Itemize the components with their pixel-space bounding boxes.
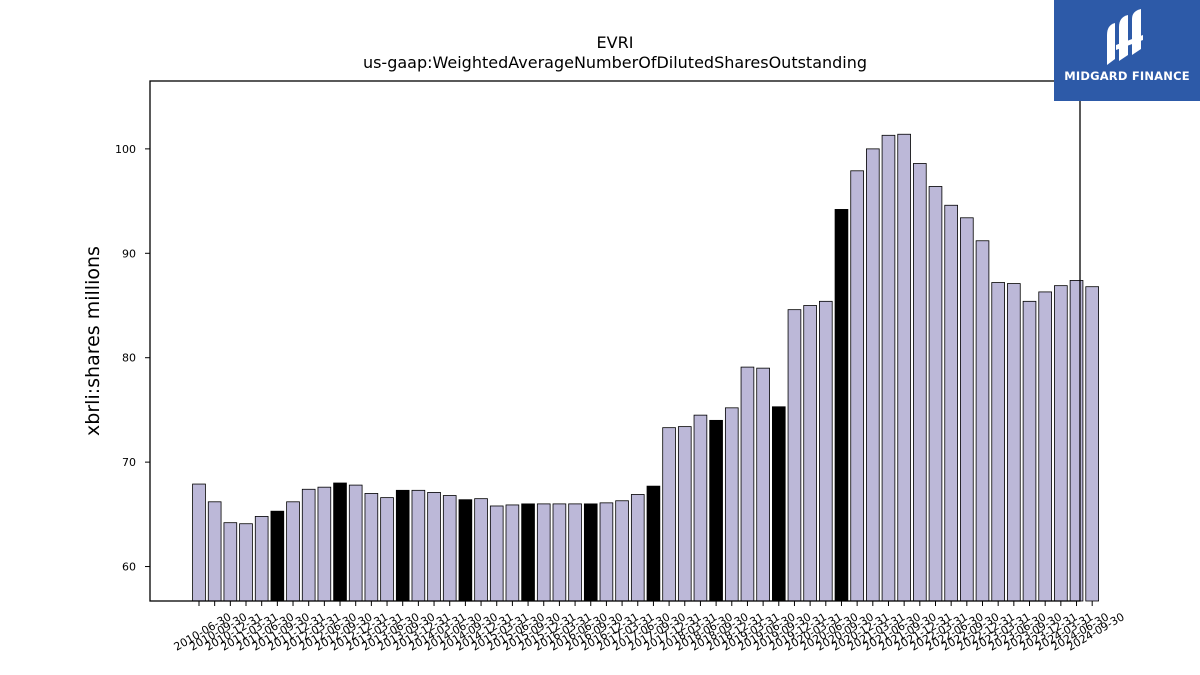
- bar-2016-06-30: [568, 503, 582, 602]
- bar-2016-09-30: [583, 503, 598, 602]
- bar-2017-12-31: [662, 427, 676, 602]
- bar-2012-09-30: [333, 482, 347, 602]
- bar-2020-03-31: [803, 305, 817, 602]
- bar-2022-09-30: [960, 217, 974, 602]
- bar-2023-06-30: [1007, 283, 1021, 602]
- y-axis-label: xbrli:shares millions: [82, 246, 104, 436]
- bar-2019-06-30: [756, 367, 770, 602]
- bar-2016-03-31: [552, 503, 567, 602]
- bar-2024-03-31: [1054, 285, 1068, 602]
- logo-text: MIDGARD FINANCE: [1064, 69, 1190, 83]
- bar-2020-12-31: [850, 170, 864, 602]
- bars-group: [192, 133, 1099, 602]
- bar-2024-09-30: [1085, 286, 1099, 602]
- bar-2011-09-30: [270, 510, 285, 602]
- bar-2021-12-31: [913, 163, 927, 602]
- bar-2011-06-30: [254, 516, 269, 602]
- bar-2017-09-30: [646, 485, 661, 602]
- bar-2022-06-30: [944, 204, 958, 602]
- bar-2015-03-31: [489, 505, 504, 602]
- bar-2012-12-31: [348, 484, 363, 602]
- midgard-finance-logo: MIDGARD FINANCE: [1054, 0, 1200, 101]
- bar-2013-03-31: [364, 493, 379, 602]
- bar-2019-12-31: [787, 309, 802, 602]
- y-axis: 60 70 80 90 100: [115, 143, 150, 574]
- bar-2023-03-31: [991, 282, 1005, 602]
- bar-2017-03-31: [615, 500, 629, 602]
- bar-2020-09-30: [834, 209, 849, 602]
- bar-2021-03-31: [866, 148, 880, 602]
- bar-2019-03-31: [740, 366, 755, 602]
- bar-2013-09-30: [395, 489, 410, 602]
- bar-2011-03-31: [239, 523, 253, 602]
- bar-2015-06-30: [505, 504, 520, 602]
- bar-2014-12-31: [474, 498, 488, 602]
- y-tick-label: 90: [122, 247, 136, 260]
- bar-2014-09-30: [458, 499, 473, 602]
- bar-2018-12-31: [724, 407, 739, 602]
- bar-2010-12-31: [223, 522, 238, 602]
- chart-subtitle: us-gaap:WeightedAverageNumberOfDilutedSh…: [363, 53, 867, 72]
- bar-2016-12-31: [599, 502, 614, 602]
- plot-frame: [149, 80, 1081, 602]
- y-tick-label: 100: [115, 143, 136, 156]
- bar-2019-09-30: [771, 406, 786, 602]
- bar-2010-09-30: [207, 501, 222, 602]
- bar-2024-06-30: [1069, 280, 1084, 602]
- bar-2017-06-30: [630, 494, 645, 602]
- bar-2018-09-30: [709, 419, 723, 602]
- midgard-logo-icon: [1107, 9, 1143, 65]
- bar-2021-09-30: [897, 133, 911, 602]
- bar-2020-06-30: [819, 300, 833, 602]
- bar-2022-12-31: [975, 240, 990, 602]
- y-tick-label: 70: [122, 456, 136, 469]
- bar-2015-12-31: [536, 503, 551, 602]
- bar-2021-06-30: [881, 134, 896, 602]
- bar-2018-06-30: [693, 414, 708, 602]
- bar-2012-06-30: [317, 486, 332, 602]
- x-axis: 2010-06-302010-09-302010-12-312011-03-31…: [172, 601, 1127, 654]
- bar-2018-03-31: [677, 426, 692, 602]
- bar-2014-03-31: [427, 492, 441, 602]
- bar-2013-12-31: [411, 489, 426, 602]
- bar-2022-03-31: [928, 186, 943, 602]
- bar-2010-06-30: [192, 483, 206, 602]
- bar-2012-03-31: [301, 488, 316, 602]
- bar-2023-12-31: [1038, 291, 1052, 602]
- y-tick-label: 60: [122, 561, 136, 574]
- bar-2023-09-30: [1022, 300, 1037, 602]
- bar-2011-12-31: [286, 501, 300, 602]
- y-tick-label: 80: [122, 352, 136, 365]
- bar-2015-09-30: [521, 503, 535, 602]
- chart-title: EVRI: [597, 33, 634, 52]
- bar-2014-06-30: [442, 495, 457, 602]
- bar-2013-06-30: [380, 497, 394, 602]
